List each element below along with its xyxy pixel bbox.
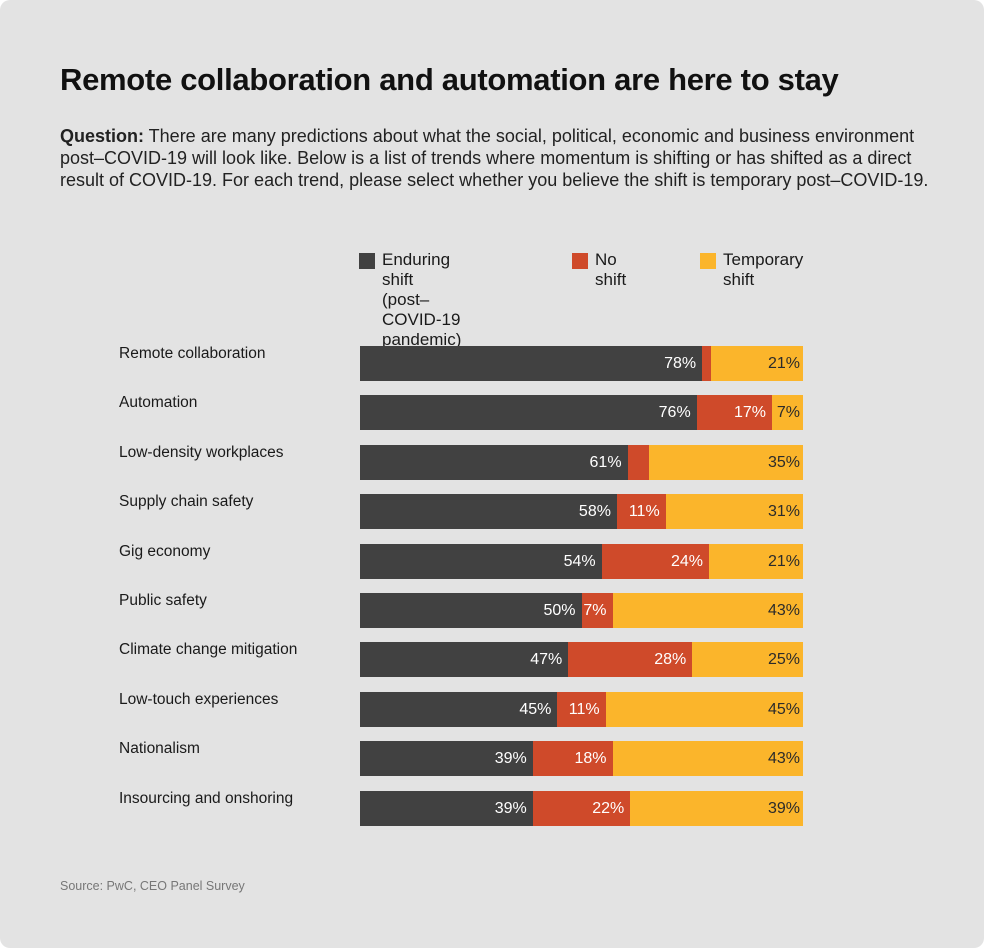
- chart-title: Remote collaboration and automation are …: [60, 62, 839, 97]
- legend-label-enduring: Enduring shift (post–COVID-19 pandemic): [382, 250, 462, 349]
- data-label-temporary: 43%: [767, 750, 800, 767]
- question-body: There are many predictions about what th…: [60, 126, 929, 190]
- data-label-temporary: 25%: [767, 651, 800, 668]
- data-label-enduring: 61%: [589, 454, 622, 471]
- bar-segment-no-shift: [532, 791, 631, 826]
- category-label: Low-density workplaces: [119, 444, 284, 461]
- bar-segment-temporary: [630, 791, 803, 826]
- category-label: Automation: [119, 394, 198, 411]
- bar-segment-no-shift: [627, 445, 650, 480]
- bar-segment-no-shift: [532, 741, 613, 776]
- source-note: Source: PwC, CEO Panel Survey: [60, 879, 245, 893]
- bar-segment-no-shift: [601, 544, 710, 579]
- data-label-no-shift: 24%: [671, 553, 704, 570]
- data-label-no-shift: 28%: [654, 651, 687, 668]
- data-label-no-shift: 7%: [583, 602, 607, 619]
- category-label: Remote collaboration: [119, 345, 266, 362]
- bar-segment-no-shift: [696, 395, 772, 430]
- data-label-temporary: 31%: [767, 503, 800, 520]
- bar-segment-temporary: [709, 544, 803, 579]
- data-label-enduring: 54%: [563, 553, 596, 570]
- data-label-temporary: 7%: [776, 404, 800, 421]
- category-label: Supply chain safety: [119, 493, 254, 510]
- data-label-enduring: 76%: [658, 404, 691, 421]
- data-label-no-shift: 22%: [592, 800, 625, 817]
- legend-swatch-enduring: [359, 253, 375, 269]
- data-label-temporary: 45%: [767, 701, 800, 718]
- bar-segment-enduring: [360, 544, 602, 579]
- data-label-enduring: 39%: [494, 800, 527, 817]
- legend-swatch-temporary: [700, 253, 716, 269]
- bar-segment-enduring: [360, 741, 533, 776]
- category-label: Nationalism: [119, 740, 200, 757]
- bar-segment-temporary: [710, 346, 803, 381]
- bar-segment-no-shift: [616, 494, 666, 529]
- bar-segment-enduring: [360, 445, 628, 480]
- question-text: Question: There are many predictions abo…: [60, 125, 940, 191]
- bar-segment-temporary: [771, 395, 803, 430]
- bar-segment-temporary: [692, 642, 803, 677]
- data-label-temporary: 21%: [767, 553, 800, 570]
- category-label: Gig economy: [119, 543, 211, 560]
- bar-segment-temporary: [665, 494, 803, 529]
- data-label-enduring: 47%: [530, 651, 563, 668]
- question-label: Question:: [60, 126, 144, 146]
- legend-label-temporary: Temporary shift: [723, 250, 804, 289]
- bar-segment-enduring: [360, 346, 703, 381]
- data-label-no-shift: 11%: [628, 503, 660, 520]
- category-label: Public safety: [119, 592, 207, 609]
- data-label-temporary: 39%: [767, 800, 800, 817]
- data-label-no-shift: 18%: [574, 750, 607, 767]
- data-label-enduring: 50%: [543, 602, 576, 619]
- bar-segment-no-shift: [702, 346, 711, 381]
- category-label: Insourcing and onshoring: [119, 790, 294, 807]
- data-label-temporary: 21%: [767, 355, 800, 372]
- data-label-enduring: 39%: [494, 750, 527, 767]
- data-label-enduring: 45%: [519, 701, 552, 718]
- bar-segment-enduring: [360, 692, 558, 727]
- bar-segment-temporary: [612, 593, 803, 628]
- bar-segment-enduring: [360, 642, 569, 677]
- category-label: Climate change mitigation: [119, 641, 298, 658]
- data-label-temporary: 43%: [767, 602, 800, 619]
- bar-segment-no-shift: [581, 593, 613, 628]
- legend-label-no-shift: No shift: [595, 250, 627, 289]
- data-label-enduring: 78%: [664, 355, 697, 372]
- bar-segment-temporary: [605, 692, 803, 727]
- category-label: Low-touch experiences: [119, 691, 279, 708]
- data-label-no-shift: 11%: [568, 701, 600, 718]
- bar-segment-no-shift: [568, 642, 693, 677]
- bar-segment-temporary: [649, 445, 803, 480]
- bar-segment-enduring: [360, 791, 533, 826]
- bar-segment-no-shift: [557, 692, 606, 727]
- data-label-enduring: 58%: [578, 503, 611, 520]
- bar-segment-enduring: [360, 395, 697, 430]
- bar-segment-enduring: [360, 494, 617, 529]
- bar-segment-enduring: [360, 593, 582, 628]
- data-label-no-shift: 17%: [733, 404, 766, 421]
- data-label-temporary: 35%: [767, 454, 800, 471]
- bar-segment-temporary: [612, 741, 803, 776]
- legend-swatch-no-shift: [572, 253, 588, 269]
